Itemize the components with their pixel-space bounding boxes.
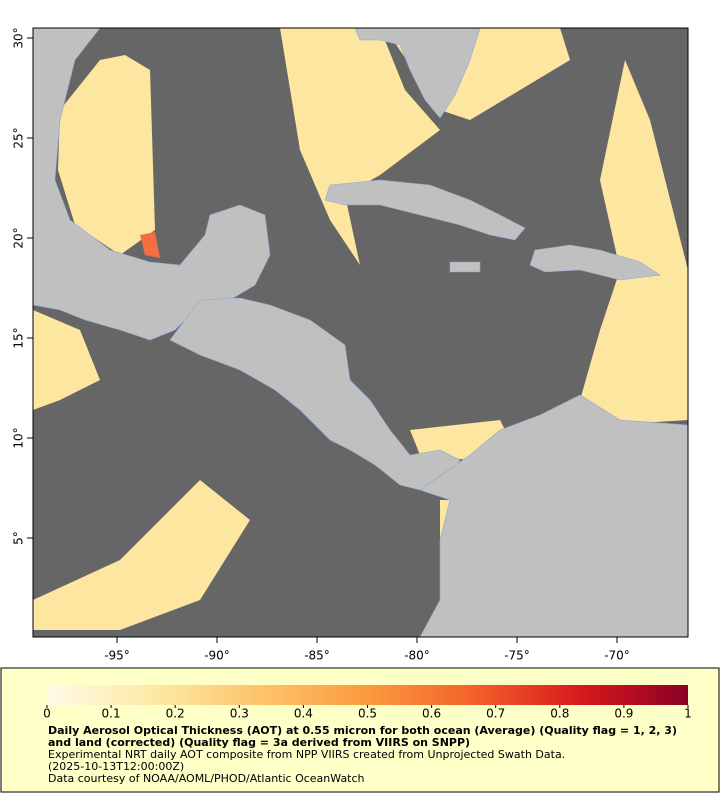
x-tick-label: -95° (104, 649, 130, 663)
colorbar-tick-label: 0.6 (422, 707, 441, 721)
land-florida (354, 28, 481, 119)
map-frame (32, 27, 689, 638)
aerosol-patch (580, 60, 688, 425)
land-jamaica (449, 261, 481, 273)
x-tick-label: -85° (304, 649, 330, 663)
y-tick-label: 15° (12, 327, 26, 348)
caption-line: Experimental NRT daily AOT composite fro… (48, 748, 566, 761)
colorbar-tick-label: 0.9 (614, 707, 633, 721)
colorbar-tick-label: 0.2 (166, 707, 185, 721)
y-tick-label: 20° (12, 227, 26, 248)
colorbar-tick-label: 0.7 (486, 707, 505, 721)
y-tick-label: 30° (12, 27, 26, 48)
colorbar-tick-label: 1 (684, 707, 692, 721)
aerosol-patch (33, 310, 100, 410)
caption: Daily Aerosol Optical Thickness (AOT) at… (48, 725, 678, 785)
x-tick-label: -90° (204, 649, 230, 663)
colorbar-tick-label: 0.4 (294, 707, 313, 721)
colorbar-tick-label: 0.5 (358, 707, 377, 721)
y-tick-label: 25° (12, 127, 26, 148)
y-tick-label: 5° (12, 531, 26, 545)
land-cuba (324, 179, 526, 241)
caption-line: Data courtesy of NOAA/AOML/PHOD/Atlantic… (48, 772, 365, 785)
caption-title: Daily Aerosol Optical Thickness (AOT) at… (48, 724, 677, 749)
aerosol-patch (33, 480, 250, 630)
land-layer (33, 28, 688, 637)
aerosol-patch (58, 55, 155, 255)
x-tick-label: -80° (404, 649, 430, 663)
colorbar-tick-label: 0 (43, 707, 51, 721)
land-south-america (419, 394, 688, 637)
land-hispaniola (529, 244, 661, 281)
colorbar-tick-label: 0.8 (550, 707, 569, 721)
aerosol-patch (280, 28, 440, 265)
aerosol-hotspot (140, 232, 160, 258)
caption-line: (2025-10-13T12:00:00Z) (48, 760, 185, 773)
colorbar-tick-label: 0.3 (230, 707, 249, 721)
colorbar (47, 685, 688, 705)
y-tick-label: 10° (12, 427, 26, 448)
x-tick-label: -75° (504, 649, 530, 663)
land-mexico (33, 28, 271, 341)
x-tick-label: -70° (604, 649, 630, 663)
colorbar-tick-label: 0.1 (102, 707, 121, 721)
